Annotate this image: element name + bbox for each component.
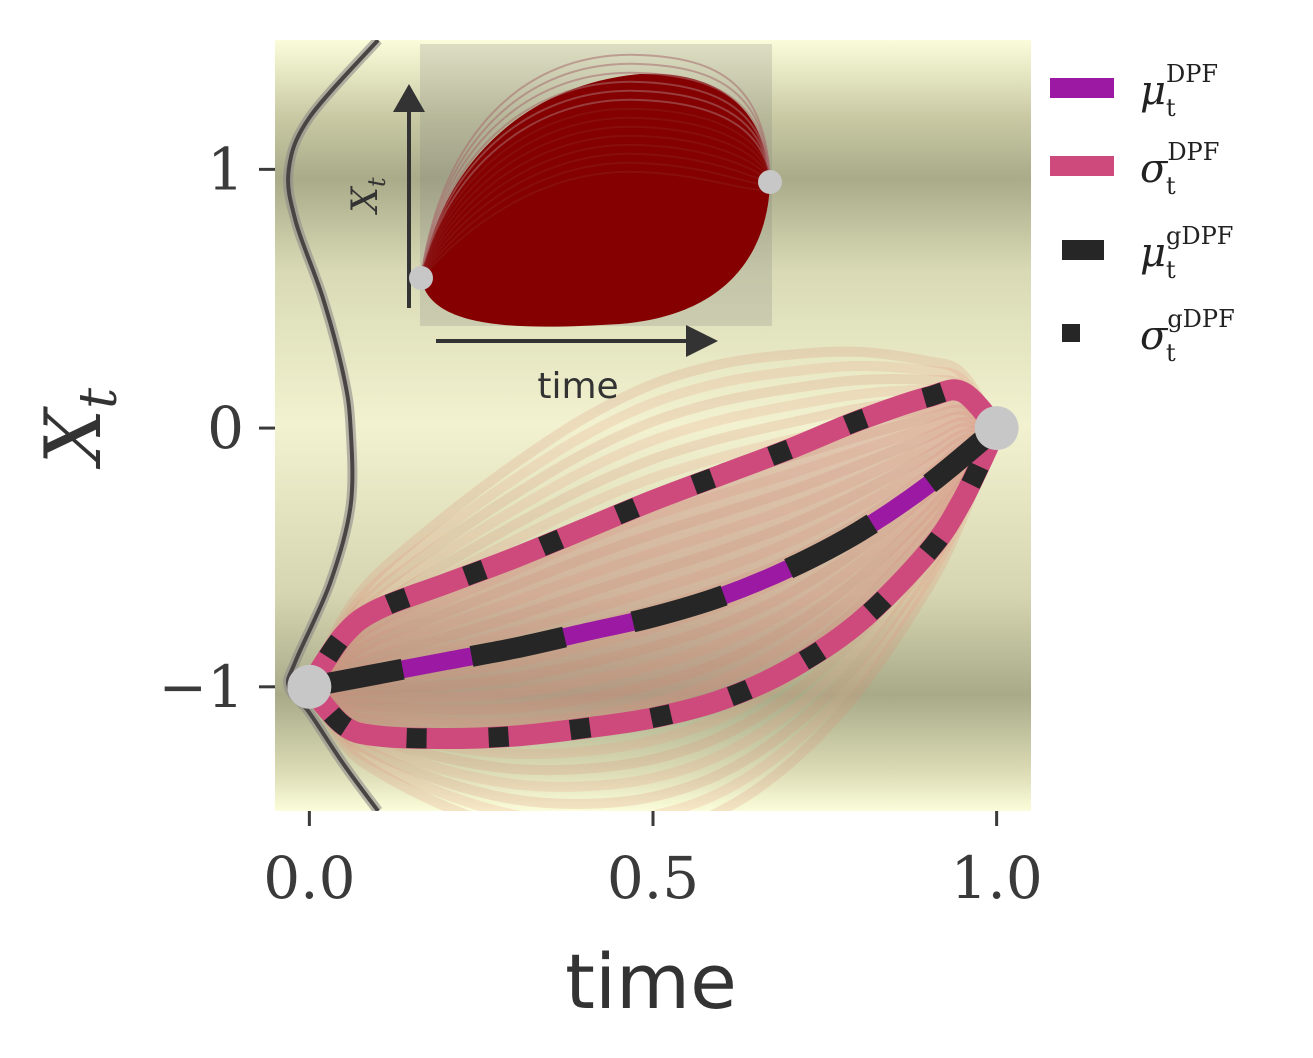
sample-path <box>307 423 998 692</box>
inset-trajectory <box>420 71 771 279</box>
inset-trajectory <box>420 53 771 279</box>
sample-path <box>306 425 1001 729</box>
y-axis-title: Xt <box>29 388 129 471</box>
inset-trajectory <box>420 62 771 279</box>
inset-trajectory <box>420 170 771 279</box>
legend: μDPF t σDPF t μgDPF t σgDPF t <box>1050 60 1235 367</box>
endpoint-markers <box>287 406 1019 709</box>
x-tick-label: 1.0 <box>951 844 1043 912</box>
legend-label: σDPF t <box>1140 138 1219 200</box>
inset-start-marker <box>409 266 433 290</box>
sample-path <box>305 426 1002 811</box>
inset-trajectory <box>420 152 771 279</box>
sigma-gdpf-upper <box>300 379 1005 693</box>
sample-path <box>306 421 997 692</box>
sigma-gdpf-lower <box>301 423 1006 749</box>
x-axis: 0.0 0.5 1.0 <box>263 811 1043 912</box>
inset-trajectory <box>420 161 771 279</box>
inset-trajectory <box>420 116 771 279</box>
sample-path <box>307 424 1001 715</box>
sample-path <box>307 424 1001 703</box>
sample-path <box>306 416 998 691</box>
inset-trajectory <box>420 125 771 279</box>
sample-path <box>305 426 1002 811</box>
sample-path <box>305 374 1001 690</box>
sample-path <box>304 346 1001 690</box>
legend-label: μDPF t <box>1140 60 1218 122</box>
y-tick-label: 0 <box>207 394 244 462</box>
inset-trajectory <box>420 143 771 279</box>
inset-trajectory <box>420 134 771 279</box>
inset-trajectory <box>420 80 771 279</box>
inset-fill <box>421 73 770 327</box>
sample-path <box>304 361 1001 690</box>
y-tick-label: −1 <box>159 653 245 721</box>
legend-swatch <box>1062 324 1080 342</box>
sample-path <box>305 410 999 691</box>
legend-label: σgDPF t <box>1140 305 1235 367</box>
legend-swatch <box>1062 240 1104 260</box>
x-tick-label: 0.5 <box>607 844 699 912</box>
y-axis: −1 0 1 <box>159 135 275 721</box>
legend-label: μgDPF t <box>1140 222 1233 284</box>
inset-ylabel: Xt <box>345 177 391 216</box>
x-tick-label: 0.0 <box>263 844 355 912</box>
inset-end-marker <box>758 170 782 194</box>
inset-panel: time Xt <box>345 44 782 407</box>
mu-gdpf-line <box>307 420 1004 698</box>
x-axis-title: time <box>565 937 737 1026</box>
inset-x-arrowhead <box>686 325 718 357</box>
sample-path <box>305 426 1002 809</box>
y-tick-label: 1 <box>207 135 244 203</box>
series-layer <box>298 379 1008 750</box>
start-marker <box>287 664 332 709</box>
inset-y-arrowhead <box>393 84 425 112</box>
end-marker <box>974 406 1019 451</box>
inset-trajectories <box>420 53 771 327</box>
inset-trajectory <box>420 89 771 279</box>
inset-xlabel: time <box>537 366 618 407</box>
inset-trajectory <box>420 107 771 279</box>
legend-swatch <box>1050 156 1114 176</box>
inset-trajectory <box>420 98 771 279</box>
legend-swatch <box>1050 78 1114 98</box>
